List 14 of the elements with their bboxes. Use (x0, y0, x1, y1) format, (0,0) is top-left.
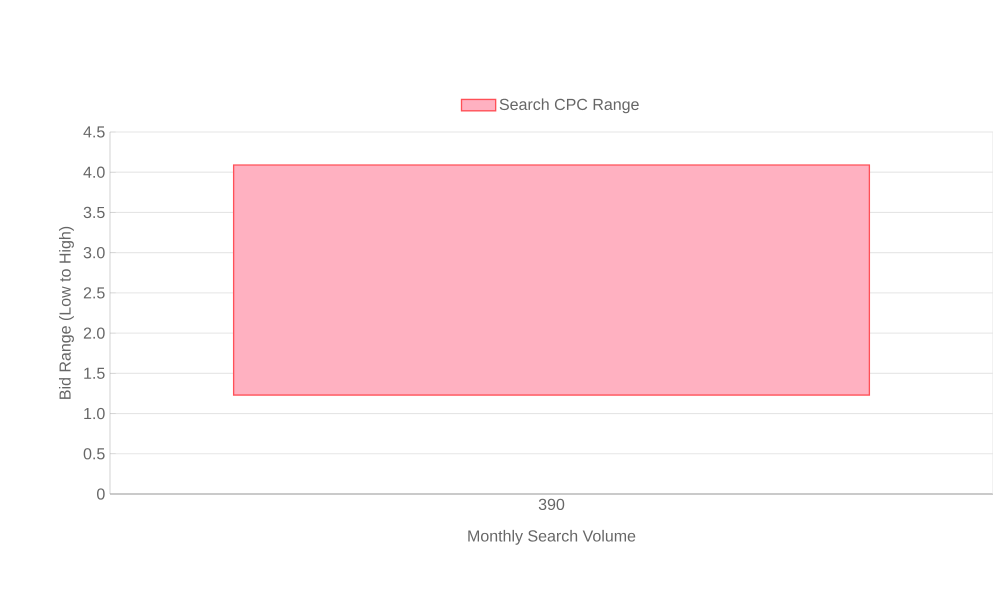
y-tick-label: 1.0 (84, 408, 105, 420)
y-tick-label: 2.0 (84, 327, 105, 339)
y-tick-label: 2.5 (84, 287, 105, 299)
y-tick-label: 4.5 (83, 126, 105, 138)
y-tick-label: 3.0 (84, 247, 105, 258)
y-tick-label: 4.0 (83, 166, 105, 178)
y-tick-label: 0 (97, 488, 105, 500)
y-tick-label: 3.5 (84, 206, 105, 218)
x-axis-title: Monthly Search Volume (468, 530, 636, 545)
y-axis-title: Bid Range (Low to High) (58, 226, 74, 399)
x-tick-label: 390 (538, 498, 564, 510)
y-tick-label: 0.5 (84, 448, 105, 460)
legend-label: Search CPC Range (500, 98, 639, 114)
y-tick-label: 1.5 (84, 368, 105, 379)
